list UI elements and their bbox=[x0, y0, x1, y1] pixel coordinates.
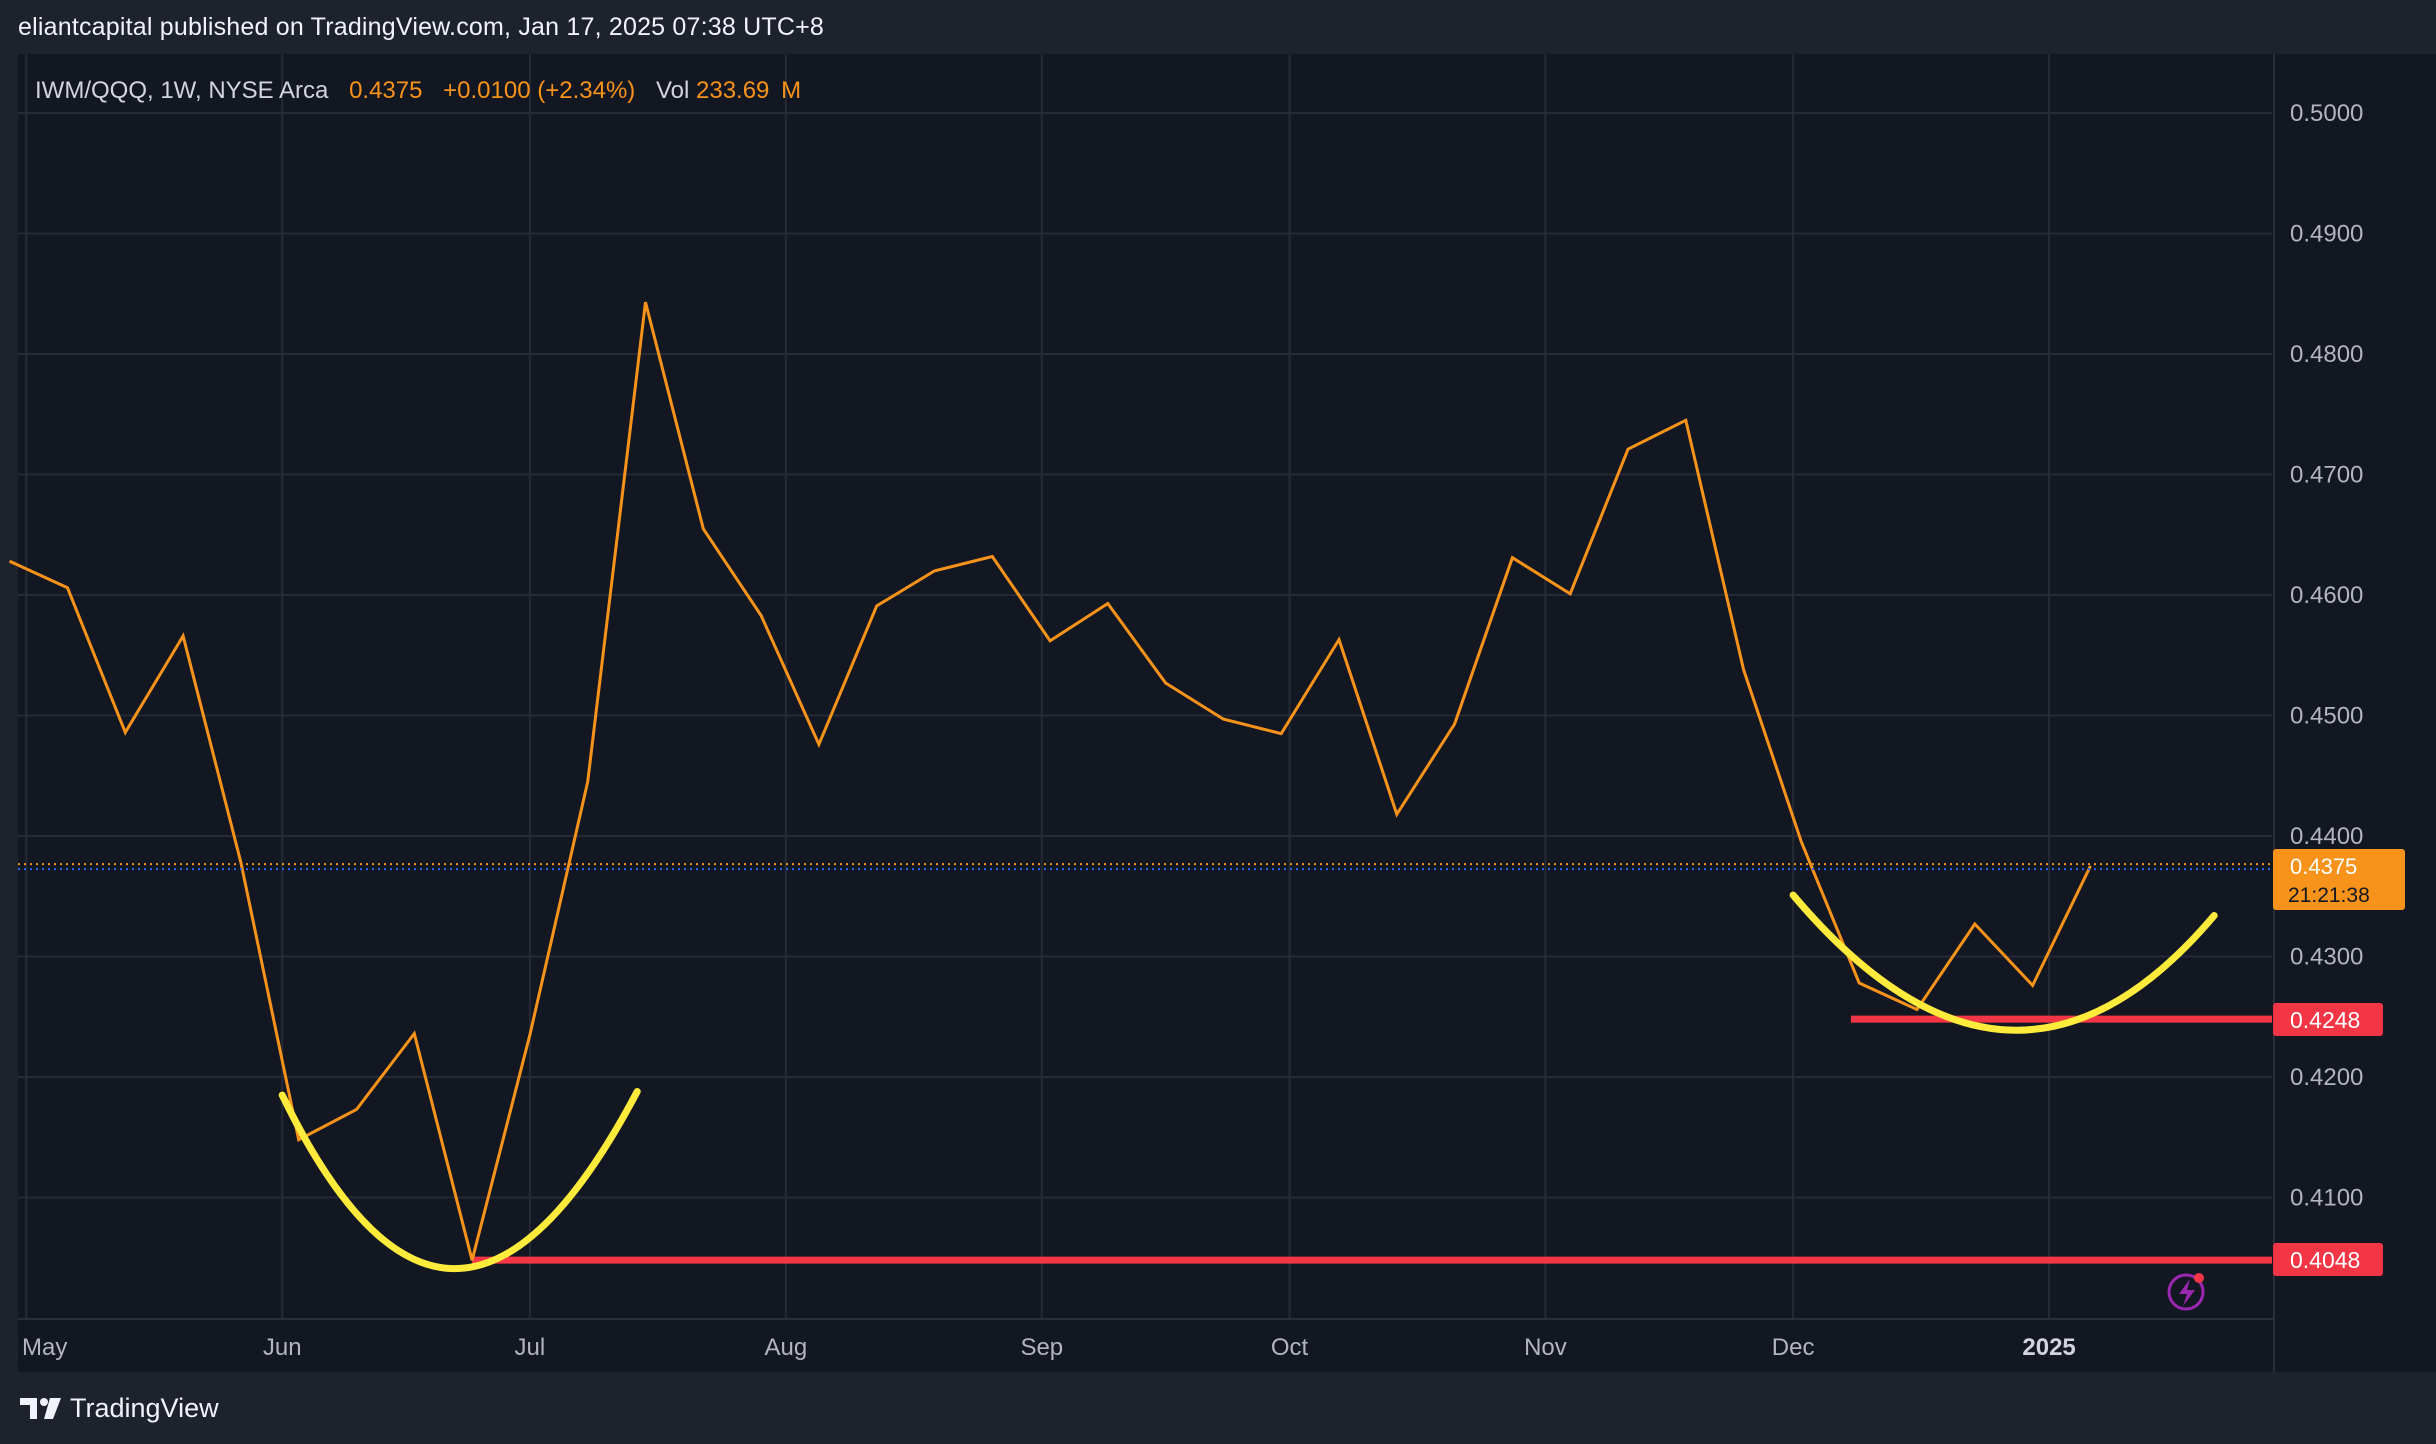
price-point bbox=[1743, 669, 1745, 671]
y-tick-label: 0.4800 bbox=[2290, 341, 2363, 368]
y-tick-label: 0.4100 bbox=[2290, 1185, 2363, 1212]
price-tag[interactable]: 0.4375 21:21:38 bbox=[2273, 849, 2405, 910]
price-point bbox=[240, 862, 242, 864]
price-point bbox=[1974, 923, 1976, 925]
price-point bbox=[818, 743, 820, 745]
price-tag-countdown: 21:21:38 bbox=[2288, 884, 2370, 907]
x-tick-label: Jul bbox=[515, 1334, 546, 1361]
y-tick-label: 0.4700 bbox=[2290, 462, 2363, 489]
price-point bbox=[1454, 723, 1456, 725]
publish-info: eliantcapital published on TradingView.c… bbox=[18, 12, 825, 41]
x-tick-label: Oct bbox=[1271, 1334, 1309, 1361]
footer: TradingView bbox=[0, 1372, 2436, 1444]
level-tag-lower-box bbox=[2273, 1243, 2383, 1276]
price-point bbox=[1049, 640, 1051, 642]
price-point bbox=[644, 301, 646, 303]
legend-symbol: IWM/QQQ, 1W, NYSE Arca bbox=[35, 77, 329, 104]
price-point bbox=[1916, 1009, 1918, 1011]
level-tag-upper[interactable]: 0.4248 bbox=[2273, 1003, 2383, 1036]
price-point bbox=[1627, 448, 1629, 450]
legend[interactable]: IWM/QQQ, 1W, NYSE Arca 0.4375 +0.0100 (+… bbox=[35, 77, 801, 104]
price-point bbox=[529, 1034, 531, 1036]
y-tick-label: 0.4300 bbox=[2290, 944, 2363, 971]
x-tick-label: May bbox=[22, 1334, 67, 1361]
drawn-arc bbox=[278, 1087, 641, 1273]
legend-price: 0.4375 bbox=[349, 77, 422, 104]
price-point bbox=[702, 528, 704, 530]
price-point bbox=[1511, 557, 1513, 559]
price-tag-price: 0.4375 bbox=[2290, 854, 2357, 879]
price-point bbox=[587, 781, 589, 783]
brand[interactable]: TradingView bbox=[0, 1393, 219, 1424]
y-tick-label: 0.4500 bbox=[2290, 703, 2363, 730]
drawn-arcs[interactable] bbox=[278, 891, 2218, 1273]
lightning-marker-ring bbox=[2167, 1273, 2205, 1311]
legend-vol-label: Vol bbox=[656, 77, 689, 104]
brand-name: TradingView bbox=[70, 1392, 219, 1423]
price-tag-box bbox=[2273, 849, 2405, 910]
chart-background bbox=[18, 54, 2436, 1372]
marker-notification-dot bbox=[2194, 1273, 2204, 1283]
x-tick-label: Dec bbox=[1772, 1334, 1815, 1361]
tradingview-logo-icon bbox=[20, 1398, 61, 1419]
price-point bbox=[9, 560, 11, 562]
x-tick-label: Sep bbox=[1020, 1334, 1063, 1361]
price-point bbox=[1338, 639, 1340, 641]
price-point bbox=[991, 555, 993, 557]
price-point bbox=[876, 605, 878, 607]
level-tag-upper-box bbox=[2273, 1003, 2383, 1036]
y-tick-label: 0.4400 bbox=[2290, 823, 2363, 850]
y-tick-label: 0.5000 bbox=[2290, 100, 2363, 127]
drawn-arc bbox=[1789, 891, 2218, 1034]
grid bbox=[18, 54, 2272, 1318]
price-point bbox=[1222, 718, 1224, 720]
price-point bbox=[2089, 865, 2091, 867]
x-tick-label: 2025 bbox=[2022, 1334, 2075, 1361]
legend-vol-unit: M bbox=[781, 77, 801, 104]
level-lines[interactable] bbox=[472, 1015, 2272, 1264]
legend-change: +0.0100 (+2.34%) bbox=[443, 77, 635, 104]
price-point bbox=[182, 635, 184, 637]
price-point bbox=[124, 731, 126, 733]
y-tick-label: 0.4900 bbox=[2290, 221, 2363, 248]
level-tag-upper-text: 0.4248 bbox=[2290, 1007, 2360, 1033]
lightning-bolt-icon bbox=[2179, 1279, 2195, 1306]
publish-header: eliantcapital published on TradingView.c… bbox=[0, 0, 2436, 54]
level-tag-lower[interactable]: 0.4048 bbox=[2273, 1243, 2383, 1276]
lightning-marker-icon[interactable] bbox=[2167, 1273, 2205, 1311]
price-point bbox=[1800, 841, 1802, 843]
y-tick-label: 0.4600 bbox=[2290, 582, 2363, 609]
price-point bbox=[1165, 682, 1167, 684]
level-tag-lower-text: 0.4048 bbox=[2290, 1247, 2360, 1273]
price-point bbox=[1107, 602, 1109, 604]
price-point bbox=[1569, 593, 1571, 595]
x-tick-label: Nov bbox=[1524, 1334, 1567, 1361]
price-point bbox=[1685, 419, 1687, 421]
price-point bbox=[1280, 733, 1282, 735]
x-tick-label: Aug bbox=[764, 1334, 807, 1361]
axes: 0.4100 0.4200 0.4300 0.4400 0.4500 0.4600 0.47… bbox=[18, 54, 2363, 1372]
price-point bbox=[1396, 813, 1398, 815]
price-point bbox=[1858, 982, 1860, 984]
x-tick-label: Jun bbox=[263, 1334, 302, 1361]
price-point bbox=[413, 1033, 415, 1035]
price-series bbox=[9, 301, 2092, 1261]
y-tick-label: 0.4200 bbox=[2290, 1064, 2363, 1091]
price-point bbox=[298, 1139, 300, 1141]
overlay bbox=[18, 863, 2272, 871]
price-point bbox=[933, 570, 935, 572]
price-point bbox=[67, 587, 69, 589]
price-point bbox=[471, 1259, 473, 1261]
price-point bbox=[2032, 984, 2034, 986]
legend-vol-value: 233.69 bbox=[696, 77, 769, 104]
price-point bbox=[356, 1109, 358, 1111]
price-point bbox=[760, 615, 762, 617]
